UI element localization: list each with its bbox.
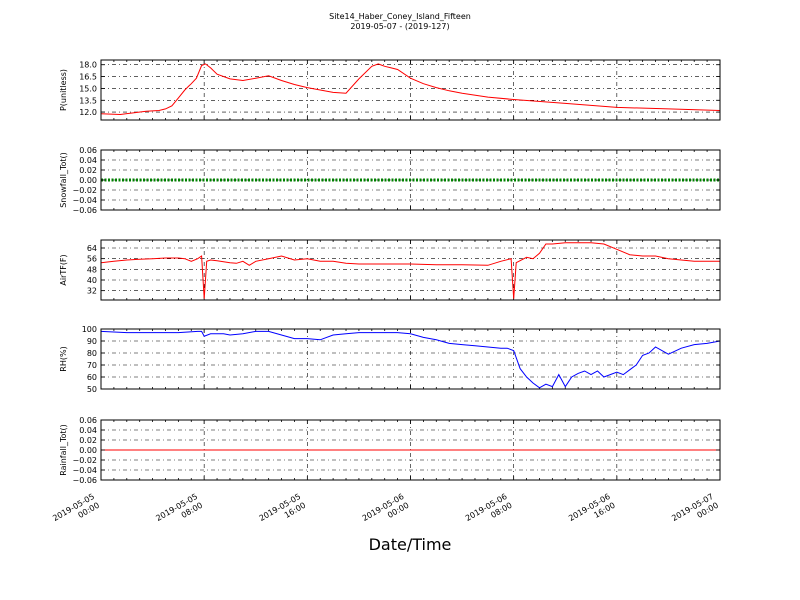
y-tick-label: 0.00 [79,176,97,185]
y-tick-label: −0.04 [72,466,97,475]
y-tick-label: 32 [87,287,97,296]
y-tick-label: 0.00 [79,446,97,455]
y-tick-label: 0.04 [79,156,97,165]
y-tick-label: 40 [87,276,97,285]
y-tick-label: 13.5 [79,96,97,105]
chart-panels: 12.013.515.016.518.0P(unitless)−0.06−0.0… [59,59,721,485]
x-tick-label: 2019-05-0608:00 [464,492,514,532]
x-axis-label: Date/Time [369,535,452,554]
x-tick-label: 2019-05-0600:00 [361,492,411,532]
x-tick-label: 2019-05-0500:00 [51,492,101,532]
series-line [100,63,721,116]
y-tick-label: 48 [87,265,97,274]
panel-frame [100,419,721,481]
y-tick-label: 50 [87,385,97,394]
panel-frame [100,328,721,390]
y-tick-label: 64 [87,244,97,253]
x-tick-label: 2019-05-0516:00 [258,492,308,532]
y-tick-label: 80 [87,349,97,358]
panel-frame [100,149,721,211]
series-line [100,330,721,389]
series-line [100,242,720,299]
y-tick-label: 16.5 [79,73,97,82]
chart-subtitle: 2019-05-07 - (2019-127) [350,22,449,31]
y-tick-label: 12.0 [79,108,97,117]
y-axis-label: Rainfall_Tot() [59,424,68,476]
y-axis-label: Snowfall_Tot() [59,152,68,208]
x-tick-label: 2019-05-0700:00 [670,492,720,532]
panel-1: 12.0 13.5 15.0 16.5 18.0 P(unitless) [59,59,721,121]
x-tick-label: 2019-05-0616:00 [567,492,617,532]
x-tick-label: 2019-05-0508:00 [154,492,204,532]
y-tick-label: 0.04 [79,426,97,435]
y-tick-label: 0.02 [79,436,97,445]
y-axis-label: RH(%) [59,346,68,371]
panel-4: 50 60 70 80 90 100 RH(%) [59,325,721,394]
y-tick-label: 60 [87,373,97,382]
x-axis-tick-labels: 2019-05-0500:00 2019-05-0508:00 2019-05-05… [51,492,720,532]
y-tick-label: 100 [82,325,97,334]
y-tick-label: 56 [87,255,97,264]
y-tick-label: 70 [87,361,97,370]
y-tick-label: 0.02 [79,166,97,175]
y-axis-label: P(unitless) [59,69,68,111]
y-tick-label: 15.0 [79,84,97,93]
y-tick-label: −0.04 [72,196,97,205]
panel-frame [100,239,721,301]
y-tick-label: 18.0 [79,61,97,70]
y-tick-label: −0.02 [72,186,97,195]
y-tick-label: −0.06 [72,206,97,215]
panel-2: −0.06−0.04−0.020.000.020.040.06 Snowfall_… [59,146,721,215]
y-tick-label: −0.02 [72,456,97,465]
y-tick-label: 0.06 [79,416,97,425]
y-axis-label: AirTF(F) [59,254,68,285]
y-tick-label: 90 [87,337,97,346]
y-tick-label: −0.06 [72,476,97,485]
y-tick-label: 0.06 [79,146,97,155]
panel-5: −0.06−0.04−0.020.000.020.040.06 Rainfall_… [59,416,721,485]
panel-frame [100,59,721,121]
chart-title: Site14_Haber_Coney_Island_Fifteen [329,12,471,21]
